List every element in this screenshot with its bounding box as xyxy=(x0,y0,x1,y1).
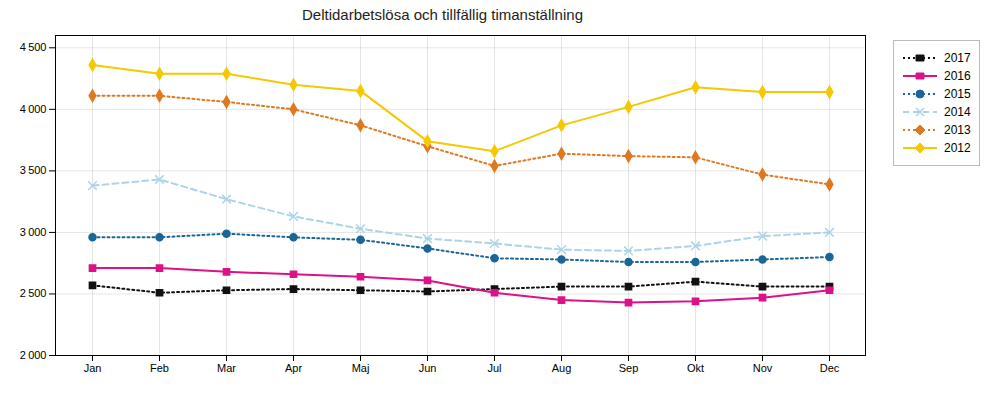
html-text:2012: 2012 xyxy=(944,141,971,155)
svg-text:2 000: 2 000 xyxy=(20,349,47,361)
svg-text:4 000: 4 000 xyxy=(20,103,47,115)
svg-text:Maj: Maj xyxy=(352,362,370,374)
html-text:2013: 2013 xyxy=(944,123,971,137)
svg-text:Sep: Sep xyxy=(619,362,639,374)
svg-text:Jan: Jan xyxy=(84,362,102,374)
svg-text:Apr: Apr xyxy=(285,362,302,374)
svg-text:Mar: Mar xyxy=(217,362,236,374)
svg-text:Aug: Aug xyxy=(552,362,572,374)
html-text:2015: 2015 xyxy=(944,87,971,101)
svg-text:2 500: 2 500 xyxy=(20,287,47,299)
svg-text:3 000: 3 000 xyxy=(20,226,47,238)
svg-text:3 500: 3 500 xyxy=(20,164,47,176)
svg-text:Feb: Feb xyxy=(150,362,169,374)
svg-text:Nov: Nov xyxy=(753,362,773,374)
svg-text:Dec: Dec xyxy=(820,362,840,374)
svg-text:Okt: Okt xyxy=(687,362,704,374)
html-text:2016: 2016 xyxy=(944,69,971,83)
html-text:2017: 2017 xyxy=(944,51,971,65)
html-text:Deltidarbetslösa och tillfälli: Deltidarbetslösa och tillfällig timanstä… xyxy=(302,6,583,23)
svg-text:Jun: Jun xyxy=(419,362,437,374)
html-text:2014: 2014 xyxy=(944,105,971,119)
svg-text:Jul: Jul xyxy=(487,362,501,374)
svg-text:4 500: 4 500 xyxy=(20,41,47,53)
